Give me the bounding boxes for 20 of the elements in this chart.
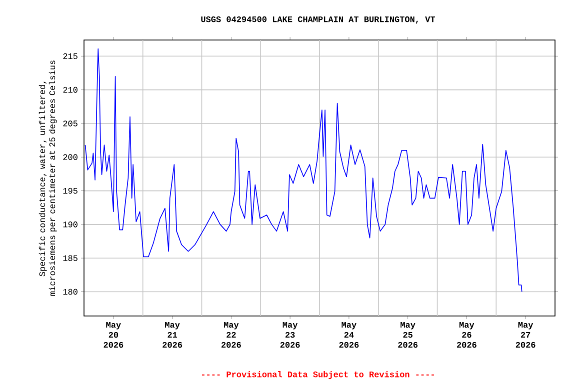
y-tick-label: 185	[63, 255, 78, 261]
y-axis-title: Specific conductance, water, unfiltered, microsiemens per centimeter at 25 degrees Celsius	[38, 60, 57, 296]
y-tick-label: 190	[63, 222, 78, 228]
chart-title: USGS 04294500 LAKE CHAMPLAIN AT BURLINGTON, VT	[201, 16, 436, 24]
text: ---- Provisional Data Subject to Revision ----	[202, 371, 434, 379]
x-tick-label: May 22 2026	[222, 322, 241, 348]
y-tick-label: 180	[63, 288, 78, 295]
y-tick-label: 195	[63, 188, 78, 194]
x-tick-label: May 26 2026	[457, 322, 476, 348]
x-tick-label: May 24 2026	[339, 322, 359, 348]
x-tick-label: May 21 2026	[162, 322, 182, 348]
y-tick-label: 200	[63, 154, 78, 160]
x-tick-label: May 25 2026	[398, 322, 418, 348]
y-tick-label: 205	[63, 120, 78, 126]
y-tick-label: 210	[63, 86, 78, 93]
x-tick-label: May 23 2026	[280, 322, 300, 348]
x-tick-label: May 20 2026	[104, 322, 124, 348]
x-tick-label: May 27 2026	[516, 322, 536, 348]
y-tick-label: 215	[63, 53, 78, 60]
line-series	[84, 48, 522, 292]
